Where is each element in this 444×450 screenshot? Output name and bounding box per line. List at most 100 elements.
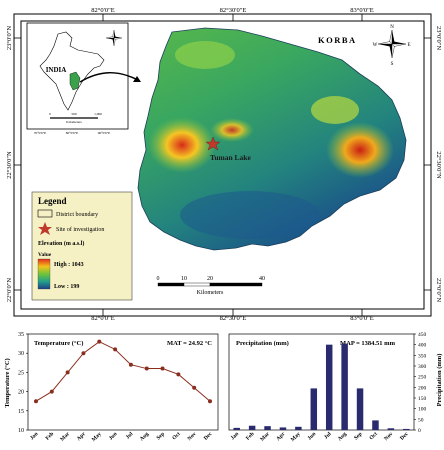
temp-x-tick-label: Jul <box>125 431 135 441</box>
precip-x-tick-label: Feb <box>245 431 256 442</box>
northern-hills <box>175 41 235 69</box>
compass-letter-e: E <box>407 43 410 48</box>
top-coord-label: 82°30'0"E <box>220 7 247 14</box>
temp-data-point <box>65 370 70 375</box>
precip-y-tick-label: 0 <box>418 428 421 434</box>
compass-letter-n: N <box>390 25 394 30</box>
precip-bar <box>356 388 364 430</box>
temp-data-point <box>208 399 212 404</box>
central-ridge <box>210 118 254 142</box>
temp-data-point <box>81 351 86 356</box>
legend-site: Site of investigation <box>56 226 104 233</box>
temp-x-tick-label: Aug <box>139 431 150 442</box>
legend-title: Legend <box>38 196 67 206</box>
precip-bar <box>310 388 318 430</box>
precip-y-tick-label: 50 <box>418 417 424 423</box>
temp-data-point <box>113 347 118 352</box>
temp-y-tick-label: 35 <box>18 332 24 338</box>
legend-value-label: Value <box>38 252 52 258</box>
left-coord-label: 22°0'0"N <box>6 278 13 302</box>
precip-bar <box>387 428 395 430</box>
scale-unit: Kilometers <box>197 290 224 296</box>
precip-y-tick-label: 200 <box>418 385 427 391</box>
temp-y-tick-label: 25 <box>18 370 24 376</box>
temp-chart-frame <box>27 333 219 431</box>
left-coord-label: 22°30'0"N <box>6 151 13 179</box>
map-scale-bar: 0 10 20 40 Kilometers <box>157 276 266 296</box>
temp-data-point <box>160 366 165 371</box>
inset-coord: 70°0'0"E <box>34 131 47 135</box>
precipitation-chart: Precipitation (mm) MAP = 1384.51 mm Prec… <box>228 332 443 443</box>
district-boundary-swatch <box>37 209 53 218</box>
eastern-upper-hills <box>311 96 359 124</box>
temp-x-tick-label: Mar <box>59 431 71 443</box>
right-coord-label: 22°30'0"N <box>435 151 442 179</box>
precip-y-tick-label: 450 <box>418 332 427 338</box>
temp-chart-title: Temperature (°C) <box>34 340 83 347</box>
temp-x-tick-label: Feb <box>45 431 56 442</box>
temperature-chart: Temperature (°C) MAT = 24.92 °C Temperat… <box>4 332 219 443</box>
compass-letter-s: S <box>391 62 394 67</box>
precip-bar <box>233 427 240 430</box>
elevation-color-ramp <box>37 258 51 290</box>
top-coord-label: 83°0'0"E <box>350 7 373 14</box>
inset-scale-unit: Kilometers <box>66 120 82 124</box>
legend-low: Low : 199 <box>54 284 79 290</box>
precip-x-tick-label: Dec <box>399 431 410 442</box>
lake-label: Tuman Lake <box>210 153 251 162</box>
temp-data-point <box>176 372 181 377</box>
precip-y-tick-label: 400 <box>418 343 427 349</box>
precip-y-tick-label: 350 <box>418 353 427 359</box>
southern-lowland <box>180 191 320 239</box>
precip-chart-title: Precipitation (mm) <box>236 340 289 347</box>
scale-number: 20 <box>207 276 213 282</box>
chhattisgarh-region <box>69 71 81 91</box>
bottom-coord-label: 82°30'0"E <box>220 315 247 322</box>
precip-y-tick-label: 300 <box>418 364 427 370</box>
temp-data-point <box>144 366 149 371</box>
precip-x-tick-label: May <box>290 431 302 443</box>
temp-x-tick-label: Apr <box>76 431 87 442</box>
temp-y-axis-label: Temperature (°C) <box>4 358 11 407</box>
frame-ticks <box>14 14 431 316</box>
district-boundary <box>137 27 407 251</box>
map-legend: Legend District boundary Site of investi… <box>31 191 133 301</box>
map-panel: 82°0'0"E 82°30'0"E 83°0'0"E 82°0'0"E 82°… <box>6 7 442 322</box>
precip-y-tick-label: 250 <box>418 375 427 381</box>
north-arrow-icon: N S E W <box>373 25 411 67</box>
right-coord-label: 22°0'0"N <box>435 278 442 302</box>
map-title: KORBA <box>318 35 357 45</box>
scale-number: 10 <box>181 276 187 282</box>
precip-bar <box>279 427 287 430</box>
legend-district-boundary: District boundary <box>56 212 98 218</box>
temp-x-tick-label: Jun <box>108 431 119 442</box>
temp-x-tick-label: Sep <box>156 431 166 441</box>
bottom-coord-label: 83°0'0"E <box>350 315 373 322</box>
temp-x-tick-label: Dec <box>203 431 214 442</box>
inset-scale-number: 500 <box>71 112 77 116</box>
precip-x-tick-label: Jul <box>323 431 333 441</box>
temp-data-point <box>97 339 102 344</box>
left-coord-label: 23°0'0"N <box>6 26 13 50</box>
inset-title: INDIA <box>46 66 67 74</box>
precip-x-tick-label: Apr <box>275 431 286 442</box>
legend-high: High : 1043 <box>54 262 84 268</box>
precip-x-tick-label: Jun <box>307 431 318 442</box>
top-coord-label: 82°0'0"E <box>91 7 114 14</box>
right-coord-label: 23°0'0"N <box>435 26 442 50</box>
bottom-coord-label: 82°0'0"E <box>91 315 114 322</box>
temp-y-tick-label: 10 <box>18 428 24 434</box>
korba-district-dem <box>137 27 407 251</box>
precip-x-tick-label: Nov <box>383 431 394 442</box>
precip-bar <box>295 426 302 430</box>
temp-chart-annotation: MAT = 24.92 °C <box>167 340 212 347</box>
temp-y-tick-label: 30 <box>18 351 24 357</box>
scale-number: 40 <box>259 276 265 282</box>
precip-bar <box>341 343 348 430</box>
western-highlands <box>148 117 216 173</box>
precip-bar <box>403 428 410 430</box>
temp-data-point <box>192 385 197 390</box>
temp-x-tick-label: Oct <box>171 431 181 441</box>
precip-chart-frame <box>228 333 415 431</box>
temp-data-point <box>49 389 54 394</box>
